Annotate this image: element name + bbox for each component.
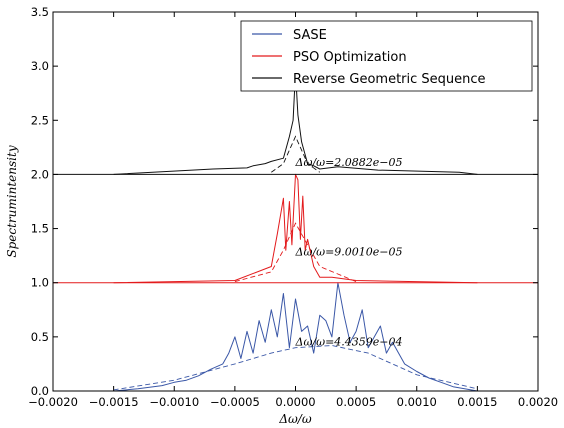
x-axis-title: Δω/ω — [278, 412, 311, 426]
series-envelope-1 — [234, 222, 357, 283]
tick-layer: −0.0020 −0.0015 −0.0010 −0.0005 0.0000 0.0005… — [28, 5, 558, 409]
y-tick-label: 0.5 — [31, 330, 49, 344]
legend-label-1: PSO Optimization — [293, 50, 407, 65]
x-tick-label: −0.0015 — [89, 395, 139, 409]
y-tick-label: 1.0 — [31, 276, 49, 290]
series-line-1 — [113, 173, 478, 284]
y-tick-label: 3.5 — [31, 5, 49, 19]
y-tick-label: 0.0 — [31, 384, 49, 398]
y-tick-label: 2.0 — [31, 167, 49, 181]
annotation-2: Δω/ω=4.4359e−04 — [295, 336, 403, 349]
y-tick-label: 3.0 — [31, 59, 49, 73]
legend: SASE PSO Optimization Reverse Geometric Se… — [240, 20, 533, 92]
y-tick-label: 1.5 — [31, 222, 49, 236]
y-tick-label: 2.5 — [31, 113, 49, 127]
annotation-1: Δω/ω=9.0010e−05 — [295, 246, 403, 259]
annotation-0: Δω/ω=2.0882e−05 — [295, 156, 403, 169]
x-tick-label: −0.0020 — [28, 395, 78, 409]
x-tick-label: −0.0010 — [149, 395, 199, 409]
legend-label-2: Reverse Geometric Sequence — [293, 72, 486, 87]
x-tick-label: 0.0015 — [457, 395, 497, 409]
y-axis-title: Spectrumintensity — [5, 145, 19, 257]
x-tick-label: 0.0005 — [336, 395, 376, 409]
series-envelope-0 — [113, 345, 478, 391]
x-tick-label: −0.0005 — [210, 395, 260, 409]
series-line-0 — [113, 282, 478, 392]
x-tick-label: 0.0010 — [397, 395, 437, 409]
x-tick-label: 0.0000 — [275, 395, 315, 409]
annotation-layer: Δω/ω=2.0882e−05 Δω/ω=9.0010e−05 Δω/ω=4.435… — [295, 156, 403, 349]
x-tick-label: 0.0020 — [518, 395, 558, 409]
legend-box — [240, 20, 533, 92]
series-envelope-2 — [271, 135, 321, 173]
legend-label-0: SASE — [293, 28, 327, 43]
